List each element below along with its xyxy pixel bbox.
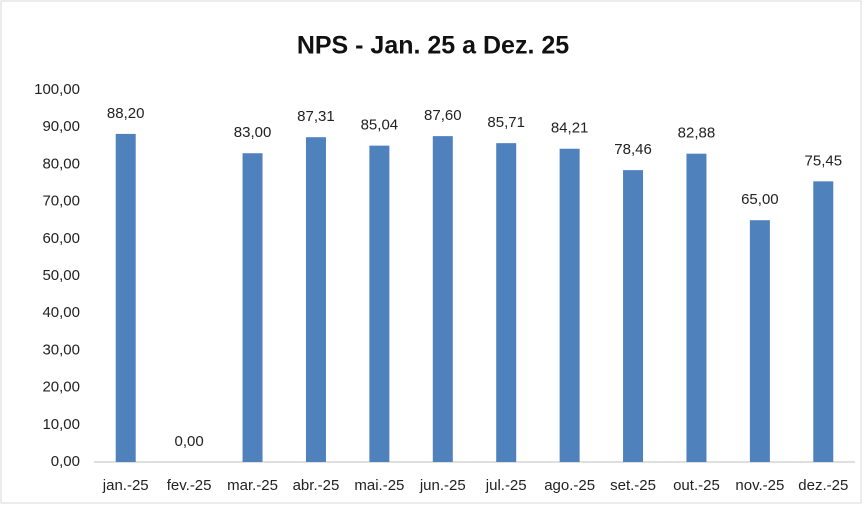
data-label: 82,88 [678,125,716,142]
x-tick-label: out.-25 [673,477,720,494]
bar [115,133,136,462]
bar [686,153,707,462]
data-label: 78,46 [614,141,652,158]
x-tick-label: dez.-25 [798,477,848,494]
bar [242,153,263,463]
data-label: 85,04 [361,117,399,134]
bar [559,148,580,462]
bar [813,181,834,463]
y-tick-label: 30,00 [42,341,80,358]
bar [369,145,390,463]
data-label: 83,00 [234,124,272,141]
data-label: 85,71 [487,114,525,131]
bar [496,143,517,462]
y-tick-label: 90,00 [42,118,80,135]
x-tick-label: mai.-25 [354,477,404,494]
y-tick-label: 100,00 [34,81,80,98]
chart-title: NPS - Jan. 25 a Dez. 25 [297,32,569,60]
x-tick-label: jun.-25 [419,477,466,494]
y-tick-label: 20,00 [42,379,80,396]
y-tick-label: 0,00 [51,453,80,470]
bar [749,220,770,462]
y-tick-label: 70,00 [42,193,80,210]
y-tick-label: 80,00 [42,155,80,172]
data-label: 87,31 [297,108,335,125]
x-tick-label: abr.-25 [293,477,340,494]
x-tick-label: set.-25 [610,477,656,494]
bar [623,170,644,463]
x-tick-label: fev.-25 [167,477,212,494]
y-tick-label: 40,00 [42,304,80,321]
x-tick-label: mar.-25 [227,477,278,494]
data-label: 75,45 [805,152,843,169]
y-tick-label: 50,00 [42,267,80,284]
data-label: 65,00 [741,191,779,208]
y-tick-label: 10,00 [42,416,80,433]
data-label: 84,21 [551,120,589,137]
x-tick-label: nov.-25 [735,477,784,494]
y-tick-label: 60,00 [42,230,80,247]
x-tick-label: ago.-25 [544,477,595,494]
x-tick-label: jan.-25 [102,477,149,494]
bar [305,137,326,463]
data-label: 88,20 [107,105,145,122]
bar [432,136,453,463]
data-label: 87,60 [424,107,462,124]
x-tick-label: jul.-25 [485,477,527,494]
data-label: 0,00 [175,433,204,450]
